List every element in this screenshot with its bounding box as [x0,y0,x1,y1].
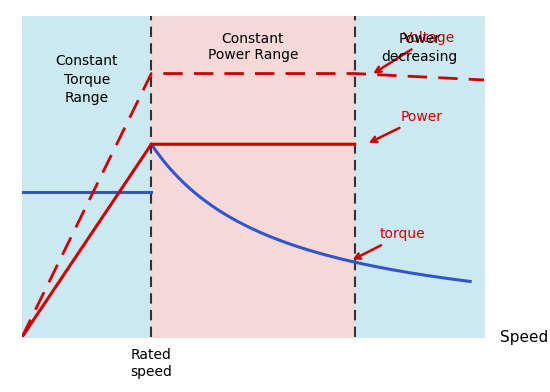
Text: Power: Power [371,110,443,142]
Text: torque: torque [355,227,426,259]
Text: Power
decreasing: Power decreasing [381,32,458,64]
Text: Rated
speed: Rated speed [130,348,172,379]
Text: Voltage: Voltage [376,31,455,72]
Text: Speed: Speed [500,330,548,345]
Text: Constant
Power Range: Constant Power Range [208,32,298,62]
Text: Constant
Torque
Range: Constant Torque Range [56,54,118,105]
